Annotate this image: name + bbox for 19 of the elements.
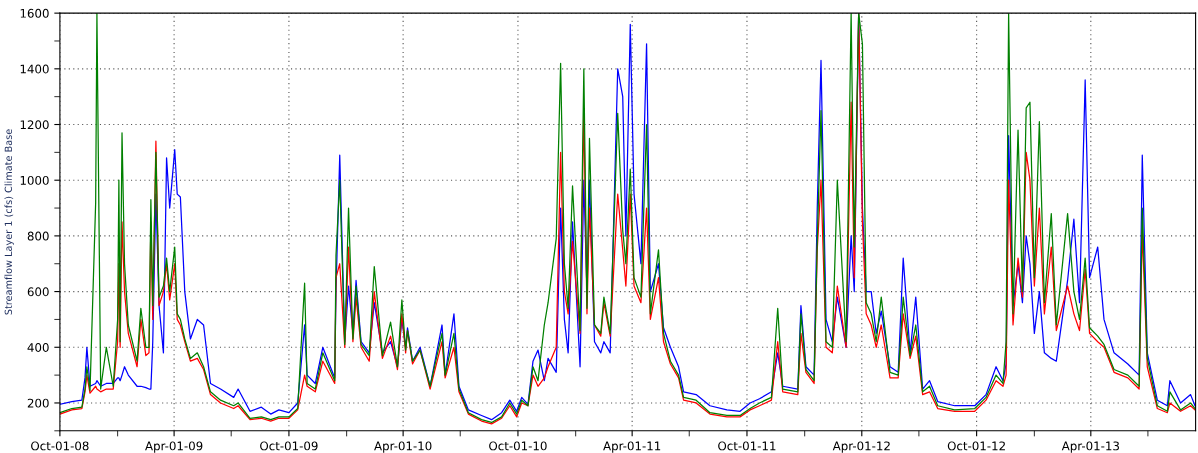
x-tick-label: Oct-01-11: [718, 441, 776, 451]
y-tick-label: 1400: [20, 64, 49, 74]
x-tick-label: Oct-01-09: [260, 441, 318, 451]
y-tick-label: 200: [27, 398, 49, 408]
y-tick-label: 600: [27, 287, 49, 297]
x-tick-label: Apr-01-13: [1061, 441, 1119, 453]
y-tick-label: 1200: [20, 120, 49, 130]
y-tick-label: 1000: [20, 175, 49, 185]
x-tick-label: Apr-01-10: [374, 441, 432, 453]
y-tick-label: 400: [27, 342, 49, 352]
x-tick-label: Apr-01-09: [145, 441, 203, 453]
y-axis-title: Streamflow Layer 1 (cfs) Climate Base: [4, 129, 14, 315]
y-tick-label: 1600: [20, 8, 49, 18]
y-tick-label: 800: [27, 231, 49, 241]
x-tick-label: Oct-01-08: [31, 441, 89, 451]
x-tick-label: Apr-01-11: [603, 441, 661, 453]
x-tick-label: Oct-01-10: [489, 441, 547, 451]
x-tick-label: Oct-01-12: [947, 441, 1005, 451]
x-tick-label: Apr-01-12: [832, 441, 890, 453]
